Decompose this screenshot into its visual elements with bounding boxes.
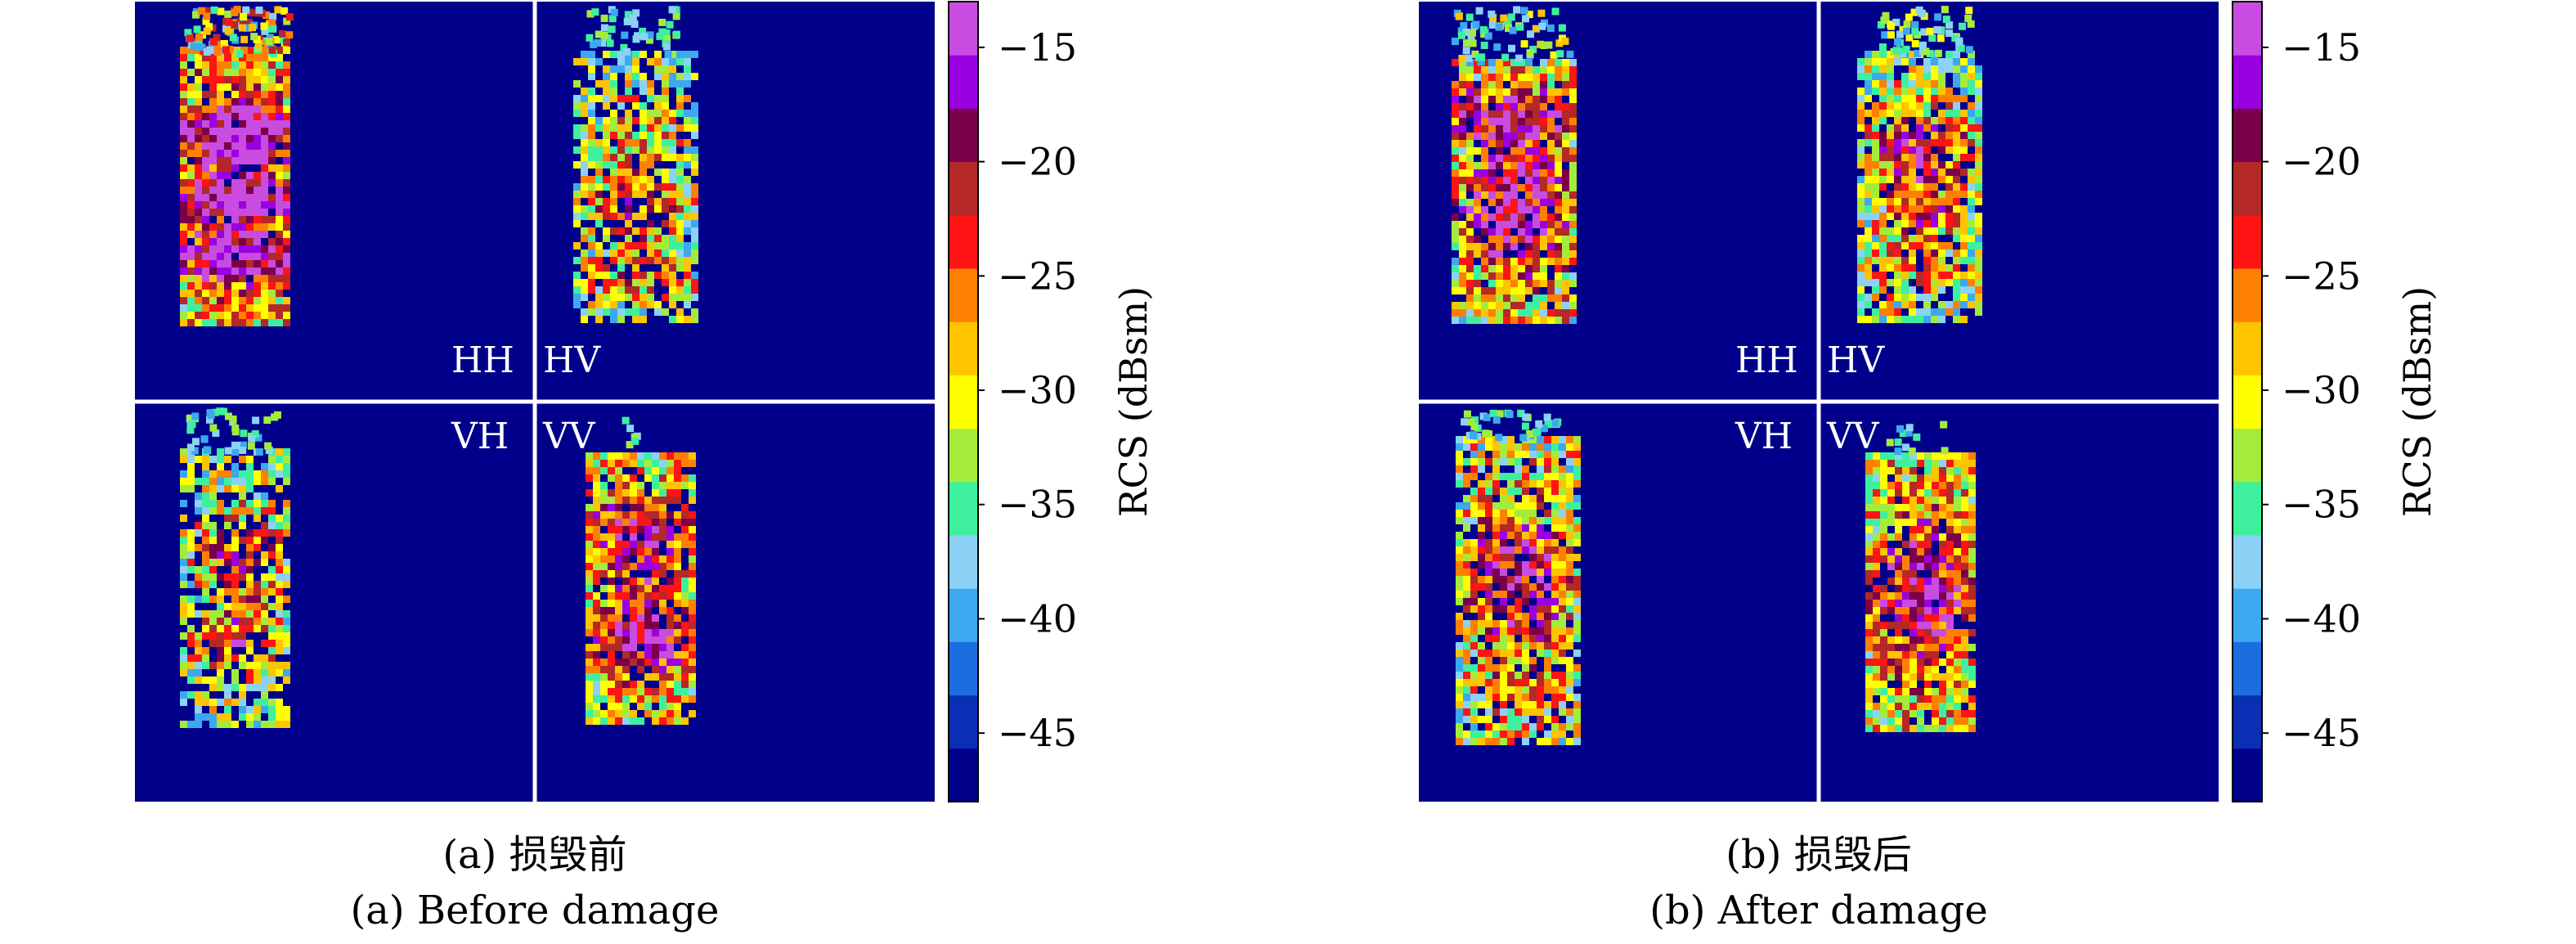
- colorbar-tick-label: −25: [2282, 254, 2361, 298]
- colorbar-segment: [2233, 55, 2262, 109]
- colorbar-b: −15 −20 −25 −30 −35 −40 −45 RCS (dBsm): [2232, 1, 2439, 802]
- colorbar-strip-b: [2233, 2, 2262, 802]
- colorbar-tick-label: −40: [998, 596, 1077, 641]
- colorbar-tick-label: −35: [998, 483, 1077, 527]
- panel-label-a-hv: HV: [543, 339, 601, 381]
- caption-b-cn: (b) 损毁后: [1726, 832, 1912, 878]
- colorbar-segment: [2233, 588, 2262, 642]
- panel-label-b-vh: VH: [1735, 416, 1793, 457]
- colorbar-segment: [2233, 428, 2262, 483]
- colorbar-segment: [2233, 481, 2262, 536]
- panel-label-b-hv: HV: [1827, 339, 1885, 381]
- blob-a-hv: [573, 6, 698, 323]
- colorbar-strip-a: [949, 2, 978, 802]
- colorbar-tick-label: −30: [2282, 368, 2361, 412]
- colorbar-ticks-a: −15 −20 −25 −30 −35 −40 −45: [978, 25, 1077, 755]
- colorbar-tick-label: −20: [2282, 140, 2361, 184]
- subfigure-b: HH HV VH VV −15 −20 −25 −30 −35 −40 −45 RCS (d…: [1419, 1, 2439, 802]
- colorbar-segment: [2233, 748, 2262, 802]
- colorbar-segment: [949, 695, 978, 749]
- colorbar-ticks-b: −15 −20 −25 −30 −35 −40 −45: [2262, 25, 2361, 755]
- colorbar-label-a: RCS (dBsm): [1111, 286, 1156, 517]
- colorbar-tick-label: −45: [2282, 711, 2361, 755]
- colorbar-tick-label: −40: [2282, 596, 2361, 641]
- colorbar-segment: [949, 375, 978, 429]
- colorbar-segment: [949, 481, 978, 536]
- colorbar-a: −15 −20 −25 −30 −35 −40 −45 RCS (dBsm): [948, 1, 1156, 802]
- subfigure-a: HH HV VH VV −15 −20 −25 −30 −35 −40 −45 RCS (d…: [135, 1, 1156, 802]
- blob-b-vv: [1865, 420, 1976, 732]
- colorbar-tick-label: −25: [998, 254, 1077, 298]
- colorbar-segment: [949, 268, 978, 322]
- colorbar-segment: [2233, 641, 2262, 696]
- colorbar-segment: [949, 161, 978, 216]
- blob-a-hh: [180, 6, 294, 326]
- colorbar-segment: [2233, 375, 2262, 429]
- colorbar-segment: [949, 428, 978, 483]
- colorbar-segment: [949, 2, 978, 56]
- panel-label-a-vv: VV: [542, 416, 596, 457]
- panel-label-b-hh: HH: [1735, 339, 1798, 381]
- colorbar-segment: [2233, 2, 2262, 56]
- colorbar-tick-label: −15: [2282, 25, 2361, 70]
- colorbar-tick-label: −45: [998, 711, 1077, 755]
- colorbar-segment: [949, 108, 978, 163]
- colorbar-segment: [949, 535, 978, 589]
- panel-label-a-hh: HH: [451, 339, 514, 381]
- colorbar-segment: [949, 321, 978, 375]
- colorbar-label-b: RCS (dBsm): [2395, 286, 2439, 517]
- colorbar-segment: [949, 588, 978, 642]
- colorbar-segment: [949, 214, 978, 269]
- blob-b-hv: [1857, 6, 1982, 323]
- colorbar-tick-label: −20: [998, 140, 1077, 184]
- colorbar-segment: [2233, 161, 2262, 216]
- caption-b-en: (b) After damage: [1649, 888, 1988, 933]
- colorbar-segment: [2233, 108, 2262, 163]
- blob-a-vv: [586, 416, 696, 725]
- heatmap-grid-a: HH HV VH VV: [135, 2, 935, 802]
- colorbar-tick-label: −15: [998, 25, 1077, 70]
- panel-label-b-vv: VV: [1826, 416, 1880, 457]
- colorbar-segment: [2233, 321, 2262, 375]
- colorbar-segment: [2233, 268, 2262, 322]
- colorbar-tick-label: −35: [2282, 483, 2361, 527]
- caption-a-en: (a) Before damage: [350, 888, 720, 933]
- colorbar-segment: [949, 748, 978, 802]
- colorbar-tick-label: −30: [998, 368, 1077, 412]
- heatmap-grid-b: HH HV VH VV: [1419, 2, 2219, 802]
- blob-b-vh: [1456, 409, 1581, 745]
- colorbar-segment: [2233, 535, 2262, 589]
- blob-a-vh: [180, 407, 290, 728]
- colorbar-segment: [949, 55, 978, 109]
- caption-a-cn: (a) 损毁前: [442, 832, 627, 878]
- colorbar-segment: [949, 641, 978, 696]
- colorbar-frame-b: [2232, 1, 2263, 802]
- blob-b-hh: [1452, 6, 1577, 324]
- colorbar-segment: [2233, 214, 2262, 269]
- panel-label-a-vh: VH: [451, 416, 509, 457]
- colorbar-segment: [2233, 695, 2262, 749]
- colorbar-frame-a: [948, 1, 979, 802]
